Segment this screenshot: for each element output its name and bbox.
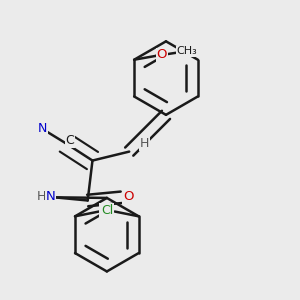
Text: H: H — [37, 190, 46, 202]
Text: H: H — [140, 137, 149, 150]
Text: Cl: Cl — [102, 204, 114, 217]
Text: N: N — [46, 190, 56, 202]
Text: CH₃: CH₃ — [177, 46, 198, 56]
Text: Cl: Cl — [100, 204, 112, 217]
Text: C: C — [66, 134, 74, 147]
Text: O: O — [156, 48, 167, 62]
Text: O: O — [123, 190, 134, 203]
Text: N: N — [38, 122, 47, 135]
